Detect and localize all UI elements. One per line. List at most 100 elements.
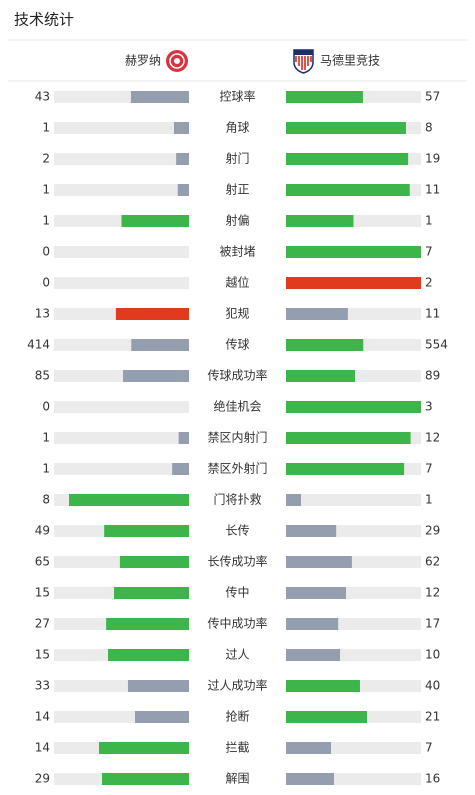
- away-value: 12: [425, 431, 440, 445]
- home-bar: [176, 153, 189, 165]
- home-value: 1: [42, 183, 50, 197]
- home-value: 15: [35, 586, 50, 600]
- home-bar: [106, 618, 189, 630]
- stat-label: 传球成功率: [207, 368, 267, 383]
- away-value: 7: [425, 741, 433, 755]
- stat-label: 传球: [225, 337, 249, 352]
- home-value: 414: [27, 338, 50, 352]
- home-bar: [115, 308, 189, 320]
- stat-label: 传中成功率: [207, 616, 267, 631]
- home-value: 27: [35, 617, 50, 631]
- away-bar: [286, 711, 367, 723]
- home-bar: [119, 556, 189, 568]
- away-team: 马德里竞技: [320, 53, 380, 68]
- away-bar: [286, 649, 340, 661]
- away-value: 1: [425, 493, 433, 507]
- away-bar: [286, 91, 363, 103]
- away-value: 10: [425, 648, 440, 662]
- home-bar: [114, 587, 189, 599]
- stat-label: 拦截: [225, 741, 249, 755]
- bar-track: [54, 184, 189, 196]
- stat-label: 射门: [225, 151, 249, 166]
- away-bar: [286, 773, 334, 785]
- bar-track: [54, 432, 189, 444]
- away-value: 57: [425, 90, 440, 104]
- away-value: 89: [425, 369, 440, 383]
- home-bar: [108, 649, 189, 661]
- away-bar: [286, 215, 354, 227]
- home-logo: [166, 50, 188, 72]
- away-bar: [286, 742, 331, 754]
- title: 技术统计: [14, 11, 74, 29]
- away-bar: [286, 184, 410, 196]
- home-bar: [104, 525, 189, 537]
- home-value: 8: [42, 493, 50, 507]
- home-value: 1: [42, 462, 50, 476]
- bar-track: [54, 463, 189, 475]
- away-value: 3: [425, 400, 433, 414]
- away-bar: [286, 556, 352, 568]
- stat-label: 射正: [225, 182, 249, 197]
- home-bar: [178, 432, 189, 444]
- away-value: 8: [425, 121, 433, 135]
- home-value: 14: [35, 741, 50, 755]
- away-bar: [286, 153, 409, 165]
- away-value: 19: [425, 152, 440, 166]
- away-value: 2: [425, 276, 433, 290]
- stat-label: 传中: [225, 585, 249, 600]
- stat-label: 犯规: [225, 306, 249, 321]
- stat-label: 禁区内射门: [207, 430, 267, 445]
- home-value: 85: [35, 369, 50, 383]
- home-value: 0: [42, 400, 50, 414]
- away-value: 1: [425, 214, 433, 228]
- away-value: 21: [425, 710, 440, 724]
- away-bar: [286, 246, 421, 258]
- away-bar: [286, 618, 339, 630]
- stat-label: 被封堵: [219, 245, 255, 259]
- home-value: 65: [35, 555, 50, 569]
- home-bar: [102, 773, 189, 785]
- away-value: 17: [425, 617, 440, 631]
- away-bar: [286, 432, 411, 444]
- home-value: 1: [42, 431, 50, 445]
- stat-label: 门将扑救: [213, 492, 261, 507]
- away-bar: [286, 525, 337, 537]
- home-value: 33: [35, 679, 50, 693]
- home-bar: [69, 494, 189, 506]
- away-value: 7: [425, 462, 433, 476]
- home-bar: [135, 711, 189, 723]
- home-bar: [174, 122, 189, 134]
- stat-label: 过人成功率: [207, 678, 267, 693]
- home-value: 15: [35, 648, 50, 662]
- away-value: 11: [425, 183, 440, 197]
- stat-label: 抢断: [225, 709, 249, 724]
- stat-label: 绝佳机会: [213, 399, 261, 414]
- stat-label: 过人: [225, 648, 249, 662]
- home-value: 49: [35, 524, 50, 538]
- away-bar: [286, 587, 346, 599]
- stat-label: 禁区外射门: [207, 461, 267, 476]
- stat-label: 长传成功率: [207, 554, 267, 569]
- home-bar: [177, 184, 189, 196]
- bar-track: [54, 277, 189, 289]
- home-value: 29: [35, 772, 50, 786]
- away-value: 62: [425, 555, 440, 569]
- away-value: 7: [425, 245, 433, 259]
- away-bar: [286, 494, 301, 506]
- away-value: 40: [425, 679, 440, 693]
- home-value: 13: [35, 307, 50, 321]
- stat-label: 解围: [225, 772, 249, 786]
- home-value: 43: [35, 90, 50, 104]
- away-bar: [286, 401, 421, 413]
- home-value: 2: [42, 152, 50, 166]
- away-value: 11: [425, 307, 440, 321]
- away-value: 12: [425, 586, 440, 600]
- home-bar: [131, 339, 189, 351]
- away-value: 554: [425, 338, 448, 352]
- home-team: 赫罗纳: [125, 54, 161, 68]
- home-bar: [172, 463, 189, 475]
- home-value: 1: [42, 214, 50, 228]
- away-value: 16: [425, 772, 440, 786]
